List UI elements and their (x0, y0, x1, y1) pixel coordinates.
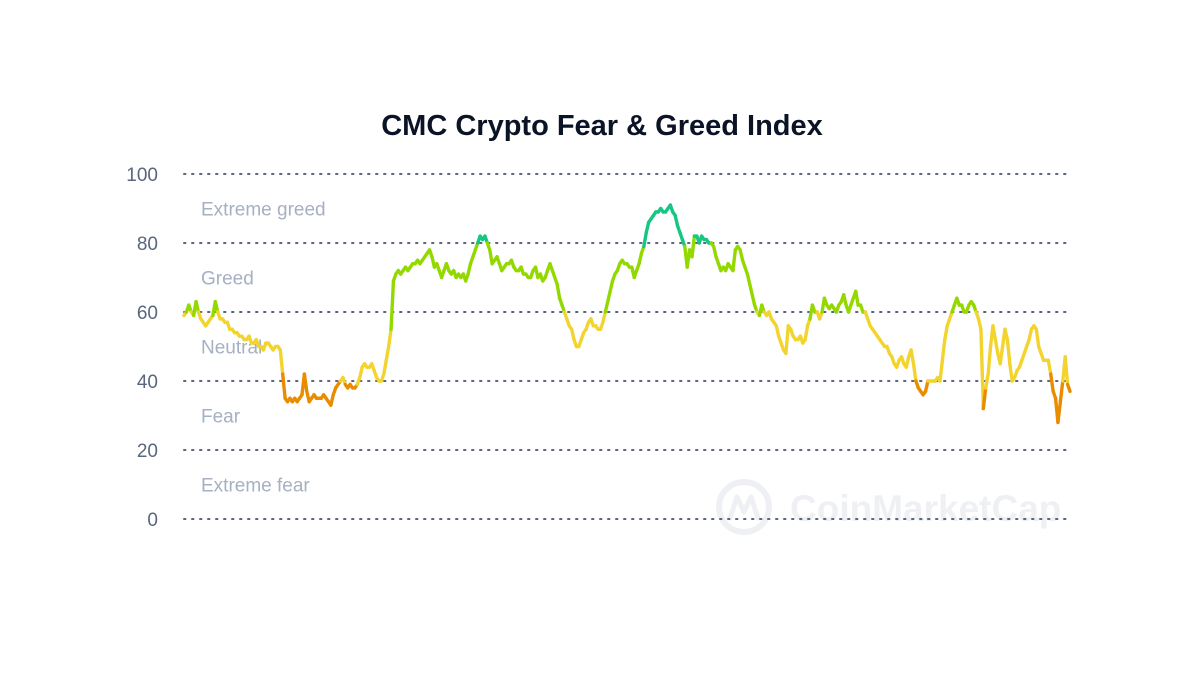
line-segment (384, 344, 391, 362)
line-segment (1058, 379, 1065, 404)
line-segment (904, 355, 911, 369)
line-segment (608, 279, 615, 293)
band-label-neutral: Neutral (201, 338, 262, 359)
coinmarketcap-watermark: CoinMarketCap (716, 479, 1061, 535)
line-segment (329, 393, 335, 407)
y-tick-label-60: 60 (137, 303, 158, 324)
line-segment (1005, 337, 1012, 366)
line-segment (981, 386, 988, 411)
line-segment (979, 327, 986, 411)
y-tick-label-40: 40 (137, 372, 158, 393)
line-segment (603, 299, 610, 314)
line-segment (748, 282, 754, 297)
line-segment (976, 317, 983, 331)
line-segment (642, 230, 648, 249)
band-label-extreme-greed: Extreme greed (201, 200, 326, 221)
line-segment (998, 344, 1005, 366)
line-segment (637, 251, 644, 266)
line-segment (711, 244, 718, 259)
line-segment (358, 365, 364, 380)
line-segment (991, 324, 998, 342)
line-segment (601, 310, 608, 325)
line-segment (382, 358, 388, 376)
line-segment (673, 213, 680, 228)
line-segment (1063, 355, 1070, 387)
line-segment (644, 220, 651, 235)
y-tick-label-80: 80 (137, 234, 158, 255)
line-segment (389, 279, 396, 331)
watermark-text: CoinMarketCap (790, 488, 1061, 529)
y-tick-label-0: 0 (147, 510, 158, 531)
line-segment (1008, 362, 1014, 383)
line-segment (984, 372, 990, 390)
line-segment (1046, 358, 1053, 376)
line-segment (923, 379, 930, 394)
line-segment (386, 327, 393, 349)
line-segment (841, 293, 848, 307)
y-tick-label-20: 20 (137, 441, 158, 462)
line-segment (738, 248, 745, 262)
line-segment (993, 337, 1000, 356)
line-segment (555, 282, 562, 300)
y-tick-label-100: 100 (126, 165, 158, 186)
line-segment (803, 324, 810, 342)
line-segment (943, 324, 949, 342)
line-segment (1065, 382, 1072, 394)
line-segment (569, 327, 576, 342)
line-segment (1027, 327, 1034, 342)
line-segment (750, 293, 757, 307)
line-segment (606, 289, 612, 304)
coinmarketcap-logo-icon (716, 479, 772, 535)
line-segment (302, 372, 309, 394)
line-segment (281, 372, 287, 400)
line-segment (1056, 400, 1063, 425)
line-segment (909, 348, 916, 366)
line-segment (938, 358, 945, 383)
line-segment (278, 348, 285, 376)
line-segment (690, 234, 697, 259)
band-label-extreme-fear: Extreme fear (201, 476, 310, 497)
line-segment (466, 262, 473, 276)
line-segment (1049, 372, 1055, 394)
line-segment (774, 324, 781, 338)
line-segment (784, 324, 791, 356)
line-segment (1003, 327, 1010, 342)
line-segment (911, 362, 918, 383)
line-segment (940, 337, 947, 362)
band-label-fear: Fear (201, 407, 241, 428)
line-segment (194, 299, 201, 314)
chart-title: CMC Crypto Fear & Greed Index (381, 110, 823, 142)
band-label-greed: Greed (201, 269, 254, 290)
line-segment (1034, 327, 1041, 349)
line-segment (213, 299, 220, 314)
line-segment (854, 289, 860, 307)
line-segment (986, 344, 993, 376)
line-segment (745, 272, 752, 287)
line-segment (731, 248, 738, 273)
